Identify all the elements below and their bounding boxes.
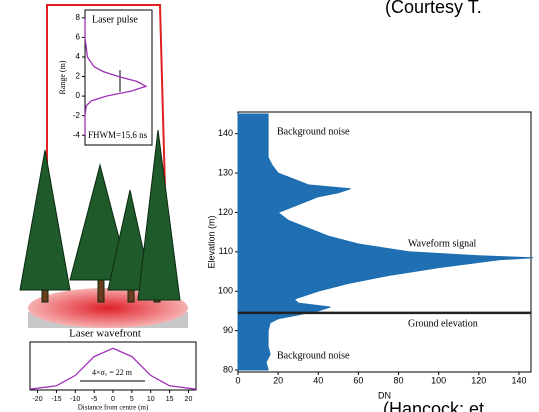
y-tick-label: 140: [218, 128, 233, 138]
y-tick-label: 100: [218, 286, 233, 296]
y-tick-label: 110: [219, 246, 233, 256]
slide: (Courtesy T. (Hancock; et -4-202468Range…: [0, 0, 539, 412]
annotation: Ground elevation: [408, 318, 478, 329]
y-tick-label: 90: [223, 325, 233, 335]
y-axis-label: Range (m): [58, 60, 67, 94]
y-tick-label: 130: [218, 167, 233, 177]
wavefront-inset: [30, 342, 196, 390]
x-tick-label: 100: [431, 375, 446, 385]
x-tick-label: 10: [147, 396, 155, 403]
chart-title: Laser wavefront: [69, 328, 141, 340]
x-tick-label: 20: [185, 396, 193, 403]
x-axis-label: Distance from centre (m): [78, 404, 149, 412]
annotation: FHWM=15.6 ns: [88, 130, 148, 140]
annotation: Background noise: [277, 126, 350, 137]
annotation: 4×σₓ = 22 m: [92, 368, 133, 377]
chart-title: Laser pulse: [92, 14, 138, 25]
x-tick-label: 15: [166, 396, 174, 403]
waveform-area: [238, 114, 533, 370]
x-tick-label: 140: [511, 375, 526, 385]
y-tick-label: 4: [76, 52, 81, 61]
x-tick-label: 60: [353, 375, 363, 385]
citation: (Hancock; et: [383, 399, 484, 412]
courtesy: (Courtesy T.: [385, 0, 482, 17]
x-tick-label: 40: [313, 375, 323, 385]
x-tick-label: 120: [471, 375, 486, 385]
y-tick-label: 80: [223, 364, 233, 374]
x-tick-label: 80: [394, 375, 404, 385]
x-tick-label: -20: [32, 396, 42, 403]
x-tick-label: -15: [51, 396, 61, 403]
x-tick-label: 20: [273, 375, 283, 385]
x-tick-label: 0: [235, 375, 240, 385]
x-tick-label: 0: [111, 396, 115, 403]
x-axis-label: DN: [378, 390, 391, 400]
y-tick-label: 0: [76, 91, 81, 100]
x-tick-label: 5: [130, 396, 134, 403]
page: {"header": {"courtesy": "(Courtesy T.", …: [0, 0, 539, 412]
y-axis-label: Elevation (m): [206, 215, 216, 268]
x-tick-label: -10: [70, 396, 80, 403]
y-tick-label: 6: [76, 33, 81, 42]
annotation: Waveform signal: [408, 238, 477, 249]
trees: [20, 130, 180, 302]
y-tick-label: 2: [76, 72, 81, 81]
annotation: Background noise: [277, 350, 350, 361]
x-tick-label: -5: [91, 396, 97, 403]
y-tick-label: 8: [76, 13, 81, 22]
y-tick-label: -2: [73, 111, 81, 120]
y-tick-label: -4: [73, 130, 81, 139]
y-tick-label: 120: [218, 207, 233, 217]
pulse-inset: [85, 10, 152, 145]
